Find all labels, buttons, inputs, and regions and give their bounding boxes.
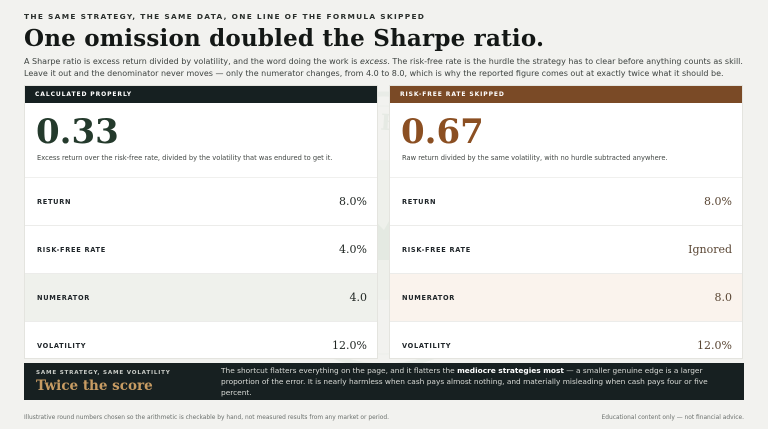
lede-text-b: . The risk-free rate is the hurdle the s… bbox=[24, 57, 743, 78]
row-numerator: NUMERATOR 8.0 bbox=[390, 273, 742, 321]
row-label: NUMERATOR bbox=[37, 293, 91, 302]
row-label: RETURN bbox=[402, 197, 437, 206]
card-risk-free-rate-skipped: RISK-FREE RATE SKIPPED 0.67 Raw return d… bbox=[389, 85, 743, 359]
row-label: NUMERATOR bbox=[402, 293, 456, 302]
footer-note: Illustrative round numbers chosen so the… bbox=[24, 415, 389, 421]
banner-text-b: — a smaller genuine edge is a larger pro… bbox=[221, 366, 708, 397]
footer-disclaimer: Educational content only — not financial… bbox=[601, 415, 744, 421]
row-value: 8.0% bbox=[339, 195, 367, 208]
row-label: VOLATILITY bbox=[37, 341, 87, 350]
row-value: 8.0% bbox=[704, 195, 732, 208]
banner-title: Twice the score bbox=[36, 377, 153, 394]
row-label: RETURN bbox=[37, 197, 72, 206]
row-value: 8.0 bbox=[714, 291, 733, 304]
card-caption: Raw return divided by the same volatilit… bbox=[402, 154, 668, 162]
banner-eyebrow: SAME STRATEGY, SAME VOLATILITY bbox=[36, 369, 171, 376]
row-value: 12.0% bbox=[697, 339, 732, 352]
row-volatility: VOLATILITY 12.0% bbox=[25, 321, 377, 369]
lede-emphasis: excess bbox=[360, 57, 388, 66]
page-header: THE SAME STRATEGY, THE SAME DATA, ONE LI… bbox=[24, 12, 744, 79]
sharpe-value: 0.33 bbox=[36, 112, 119, 152]
row-label: RISK-FREE RATE bbox=[402, 245, 471, 254]
metric-rows: RETURN 8.0% RISK-FREE RATE 4.0% NUMERATO… bbox=[25, 177, 377, 369]
card-label: CALCULATED PROPERLY bbox=[25, 86, 377, 103]
row-value: 12.0% bbox=[332, 339, 367, 352]
row-volatility: VOLATILITY 12.0% bbox=[390, 321, 742, 369]
row-return: RETURN 8.0% bbox=[390, 177, 742, 225]
banner-text: The shortcut flatters everything on the … bbox=[221, 365, 731, 398]
card-calculated-properly: CALCULATED PROPERLY 0.33 Excess return o… bbox=[24, 85, 378, 359]
summary-banner: SAME STRATEGY, SAME VOLATILITY Twice the… bbox=[24, 363, 744, 400]
row-value: Ignored bbox=[688, 243, 732, 256]
row-label: RISK-FREE RATE bbox=[37, 245, 106, 254]
card-caption: Excess return over the risk-free rate, d… bbox=[37, 154, 333, 162]
row-risk-free-rate: RISK-FREE RATE 4.0% bbox=[25, 225, 377, 273]
row-return: RETURN 8.0% bbox=[25, 177, 377, 225]
page-footer: Illustrative round numbers chosen so the… bbox=[24, 415, 744, 421]
lede-text-a: A Sharpe ratio is excess return divided … bbox=[24, 57, 361, 66]
card-label: RISK-FREE RATE SKIPPED bbox=[390, 86, 742, 103]
page-title: One omission doubled the Sharpe ratio. bbox=[24, 25, 545, 52]
page-eyebrow: THE SAME STRATEGY, THE SAME DATA, ONE LI… bbox=[24, 12, 426, 21]
metric-rows: RETURN 8.0% RISK-FREE RATE Ignored NUMER… bbox=[390, 177, 742, 369]
banner-text-a: The shortcut flatters everything on the … bbox=[221, 366, 458, 375]
page-lede: A Sharpe ratio is excess return divided … bbox=[24, 56, 748, 79]
banner-heading: SAME STRATEGY, SAME VOLATILITY Twice the… bbox=[24, 370, 221, 394]
row-value: 4.0 bbox=[349, 291, 368, 304]
banner-text-strong: mediocre strategies most bbox=[457, 366, 564, 375]
row-label: VOLATILITY bbox=[402, 341, 452, 350]
row-risk-free-rate: RISK-FREE RATE Ignored bbox=[390, 225, 742, 273]
row-numerator: NUMERATOR 4.0 bbox=[25, 273, 377, 321]
sharpe-value: 0.67 bbox=[401, 112, 484, 152]
row-value: 4.0% bbox=[339, 243, 367, 256]
